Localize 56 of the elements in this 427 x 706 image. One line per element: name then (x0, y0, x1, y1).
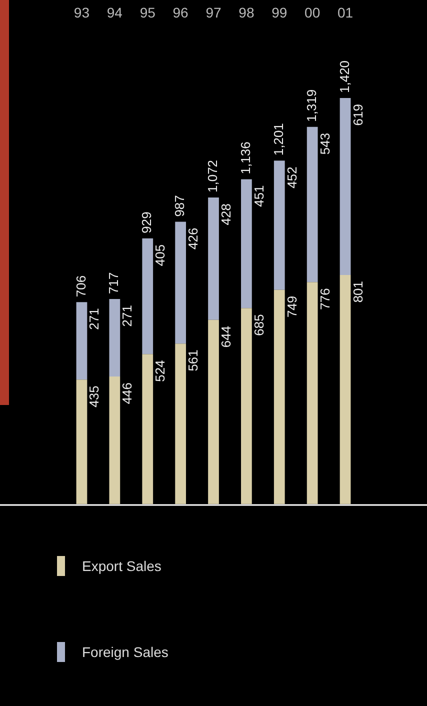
data-label: 446 (120, 382, 135, 404)
data-label: 776 (317, 288, 332, 310)
bar (340, 98, 351, 275)
data-label: 271 (86, 308, 102, 330)
x-tick-label: 97 (206, 4, 222, 20)
x-tick-label: 99 (272, 4, 288, 20)
total-label: 1,136 (238, 142, 254, 174)
data-label: 405 (152, 244, 168, 266)
bar (109, 376, 120, 504)
total-label: 929 (139, 212, 154, 234)
bar (241, 308, 252, 504)
data-label: 685 (251, 314, 266, 336)
bar (306, 126, 318, 282)
data-label: 561 (186, 350, 201, 372)
total-label: 706 (73, 275, 88, 298)
bar (274, 160, 285, 290)
total-label: 987 (172, 195, 188, 217)
data-label: 426 (186, 228, 201, 250)
x-tick-label: 93 (74, 4, 90, 20)
bar (142, 354, 154, 504)
bar (274, 290, 285, 504)
data-label: 451 (251, 185, 266, 207)
bar (109, 299, 120, 376)
bar (208, 198, 219, 320)
bar (76, 302, 88, 380)
data-label: 801 (350, 280, 366, 303)
data-label: 619 (350, 104, 366, 126)
data-label: 271 (120, 305, 135, 327)
data-label: 749 (284, 296, 300, 318)
total-label: 1,319 (304, 89, 319, 122)
total-label: 1,072 (205, 160, 220, 192)
bar (76, 380, 88, 504)
legend-label: Export Sales (82, 558, 162, 574)
bar (340, 274, 351, 504)
bar (175, 222, 186, 344)
data-label: 644 (218, 326, 234, 348)
total-label: 717 (106, 272, 122, 294)
x-tick-label: 96 (172, 4, 189, 20)
x-tick-label: 01 (337, 4, 354, 20)
bar (241, 179, 252, 308)
total-label: 1,201 (270, 123, 286, 156)
legend-label: Foreign Sales (82, 644, 168, 660)
bar (208, 320, 219, 504)
data-label: 435 (86, 386, 102, 408)
x-tick-label: 00 (304, 4, 320, 20)
data-label: 524 (152, 360, 168, 382)
total-label: 1,420 (336, 60, 352, 93)
x-tick-label: 95 (140, 4, 156, 20)
data-label: 428 (218, 204, 234, 226)
x-tick-label: 98 (238, 4, 254, 20)
x-tick-label: 94 (106, 4, 123, 20)
bar (306, 282, 318, 504)
data-label: 543 (317, 132, 332, 155)
bar (142, 238, 154, 354)
bar (175, 344, 186, 504)
data-label: 452 (284, 166, 300, 188)
